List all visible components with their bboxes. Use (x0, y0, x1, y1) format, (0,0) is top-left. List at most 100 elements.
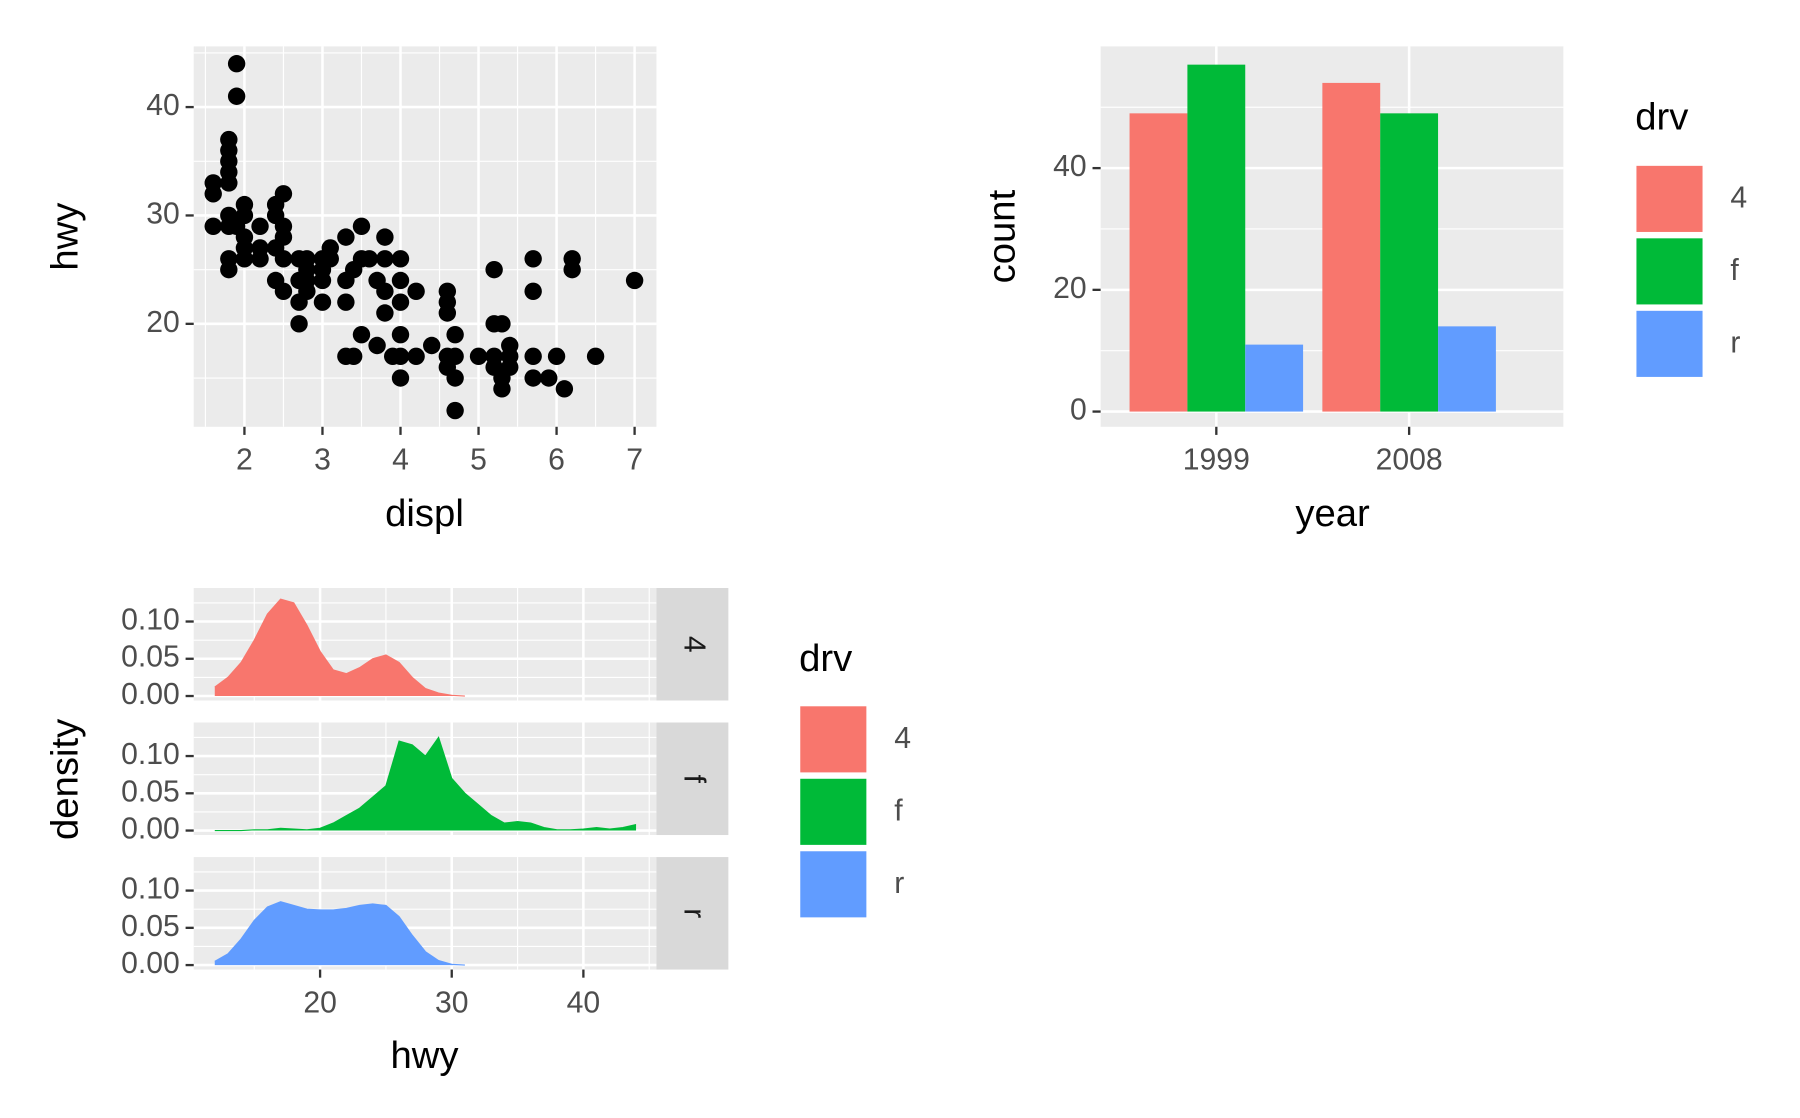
point (220, 260, 238, 279)
point (540, 369, 558, 387)
y-tick-label: 0 (1070, 394, 1087, 427)
legend-key (1634, 236, 1705, 307)
point (376, 228, 394, 246)
point (391, 369, 410, 387)
y-tick-label: 20 (1053, 272, 1087, 305)
point (274, 282, 293, 301)
point (352, 217, 371, 235)
y-tick-label: 0.00 (121, 947, 180, 980)
legend-key (797, 703, 869, 775)
point (321, 250, 339, 268)
facet-strip-label: r (677, 908, 710, 918)
x-tick-label: 7 (626, 444, 643, 477)
bar (1380, 113, 1439, 412)
y-tick-label: 20 (146, 306, 180, 339)
legend-key (797, 848, 869, 920)
bar (1438, 326, 1496, 412)
bar (1322, 82, 1381, 412)
x-tick-label: 2 (236, 444, 253, 477)
point (204, 217, 222, 235)
x-tick-label: 5 (470, 444, 487, 477)
bar (1129, 113, 1188, 412)
point (376, 282, 394, 301)
point (360, 250, 378, 268)
density-line (214, 598, 465, 697)
density-area (214, 901, 465, 966)
legend-label: 4 (894, 722, 911, 755)
point (274, 185, 293, 203)
point (337, 228, 355, 246)
legend-title: drv (799, 637, 852, 680)
point (446, 325, 464, 344)
point (391, 347, 410, 366)
panel-background (193, 46, 657, 427)
y-tick-label: 0.00 (121, 678, 180, 711)
point (469, 347, 488, 366)
x-tick-label: 4 (392, 444, 409, 477)
legend-label: f (1730, 254, 1739, 287)
legend-key (1634, 163, 1705, 235)
y-axis-title: hwy (43, 202, 86, 271)
point (235, 206, 254, 225)
point (227, 87, 246, 105)
y-tick-label: 0.05 (121, 910, 180, 943)
legend-key (797, 776, 869, 848)
legend-title: drv (1635, 96, 1688, 139)
y-tick-label: 0.05 (121, 641, 180, 674)
point (290, 315, 308, 333)
point (274, 250, 293, 268)
point (446, 347, 464, 366)
point (493, 315, 511, 333)
point (227, 55, 246, 73)
point (251, 217, 269, 235)
bar (1245, 344, 1304, 412)
point (625, 271, 644, 290)
point (524, 250, 542, 268)
x-tick-label: 3 (314, 444, 331, 477)
point (204, 185, 222, 203)
point (501, 358, 519, 376)
point (485, 260, 503, 279)
x-axis-title: year (1295, 492, 1370, 535)
y-tick-label: 30 (146, 197, 180, 230)
point (313, 293, 332, 311)
point (298, 282, 316, 301)
legend-label: 4 (1730, 181, 1747, 214)
point (493, 380, 511, 398)
y-tick-label: 40 (146, 89, 180, 122)
point (524, 369, 542, 387)
point (376, 304, 394, 322)
density-line (214, 736, 637, 832)
legend-label: f (894, 794, 903, 827)
x-tick-label: 30 (435, 986, 469, 1019)
y-tick-label: 0.10 (121, 603, 180, 636)
facet-strip (656, 857, 729, 970)
point (220, 141, 238, 160)
y-tick-label: 0.00 (121, 813, 180, 846)
point (368, 336, 386, 355)
x-tick-label: 40 (567, 986, 601, 1019)
density-area (214, 599, 465, 697)
point (220, 174, 238, 192)
point (313, 271, 332, 290)
point (438, 304, 457, 322)
x-axis-title: displ (385, 492, 464, 535)
point (376, 250, 394, 268)
point (407, 282, 425, 301)
point (337, 293, 355, 311)
point (251, 250, 269, 268)
point (344, 347, 363, 366)
y-axis-title: count (980, 189, 1023, 283)
point (524, 347, 542, 366)
y-tick-label: 0.05 (121, 775, 180, 808)
legend-label: r (1730, 326, 1740, 359)
point (586, 347, 605, 366)
y-tick-label: 40 (1053, 150, 1087, 183)
point (446, 369, 464, 387)
facet-strip (656, 722, 729, 836)
point (555, 380, 574, 398)
point (407, 347, 425, 366)
density-line (214, 901, 465, 966)
point (235, 239, 254, 257)
